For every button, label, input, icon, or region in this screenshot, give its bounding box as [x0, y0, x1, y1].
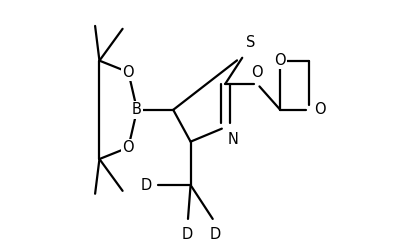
Text: D: D — [141, 178, 152, 192]
Text: N: N — [228, 132, 238, 147]
Text: D: D — [182, 227, 193, 242]
Text: S: S — [247, 35, 256, 50]
Text: D: D — [209, 227, 221, 242]
Text: B: B — [132, 102, 142, 117]
Text: O: O — [252, 65, 263, 80]
Text: O: O — [314, 102, 325, 117]
Text: O: O — [275, 53, 286, 68]
Text: O: O — [123, 140, 134, 155]
Text: O: O — [123, 65, 134, 80]
